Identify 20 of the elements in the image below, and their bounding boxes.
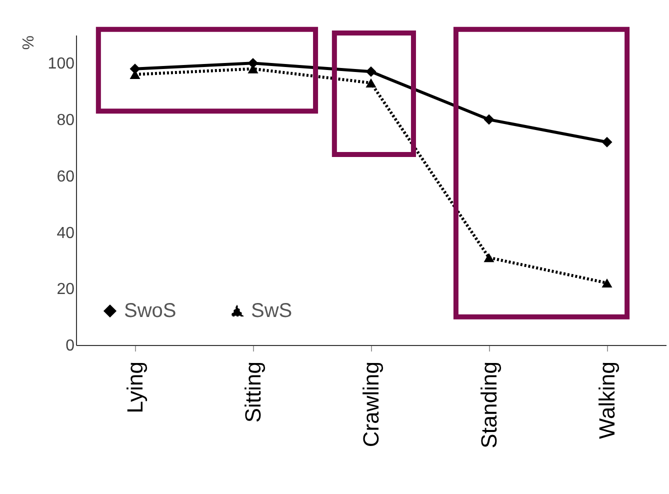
point — [602, 136, 612, 148]
y-tick-label: 100 — [48, 56, 75, 73]
y-tick-label: 60 — [56, 168, 75, 186]
x-tick-label: Lying — [122, 362, 148, 414]
legend-label: SwoS — [124, 300, 176, 322]
point — [602, 278, 612, 288]
x-tick-label: Standing — [476, 362, 502, 448]
y-tick-label: 40 — [56, 224, 75, 242]
legend-label: SwS — [251, 300, 292, 322]
y-tick-label: 20 — [56, 281, 75, 298]
point — [366, 78, 376, 88]
x-tick-label: Walking — [594, 362, 620, 439]
point — [484, 253, 494, 262]
y-tick-label: 0 — [66, 338, 75, 354]
y-axis-title: % — [20, 36, 38, 50]
y-tick-label: 80 — [56, 112, 75, 130]
x-tick-label: Sitting — [240, 362, 266, 423]
point — [484, 114, 494, 125]
x-tick-label: Crawling — [358, 362, 384, 448]
point — [366, 66, 376, 77]
